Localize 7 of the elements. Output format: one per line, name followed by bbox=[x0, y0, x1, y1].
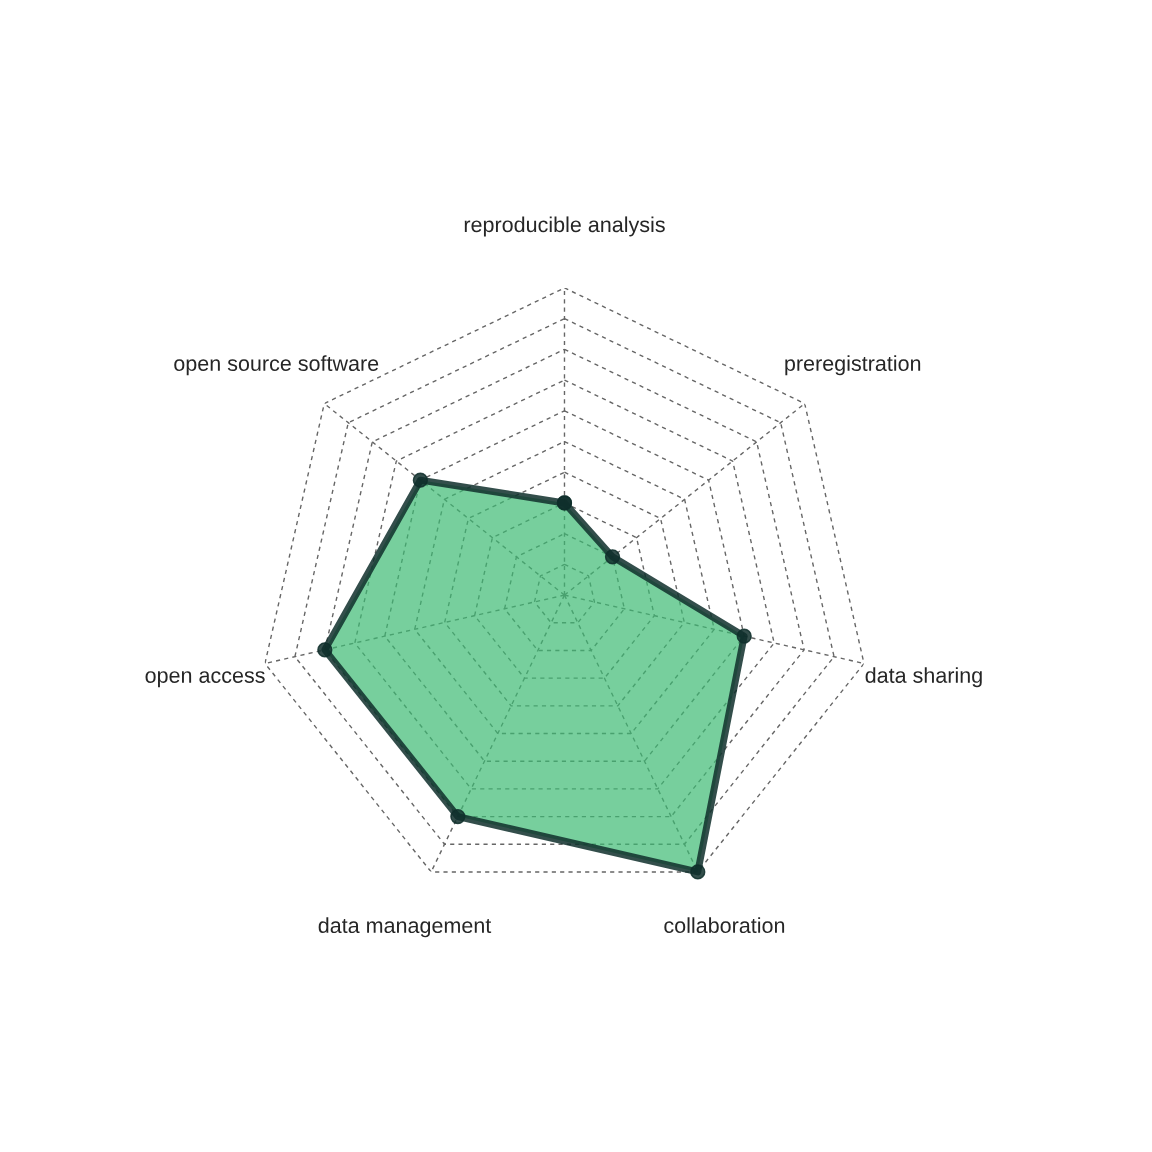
spoke-label: open source software bbox=[174, 355, 379, 376]
spoke-label: data sharing bbox=[865, 667, 982, 688]
spoke-label: reproducible analysis bbox=[464, 216, 665, 237]
spoke-label: preregistration bbox=[785, 355, 921, 376]
spoke-label: open access bbox=[145, 671, 265, 688]
spoke-label: collaboration bbox=[664, 917, 785, 934]
spoke-label: data management bbox=[318, 917, 492, 938]
